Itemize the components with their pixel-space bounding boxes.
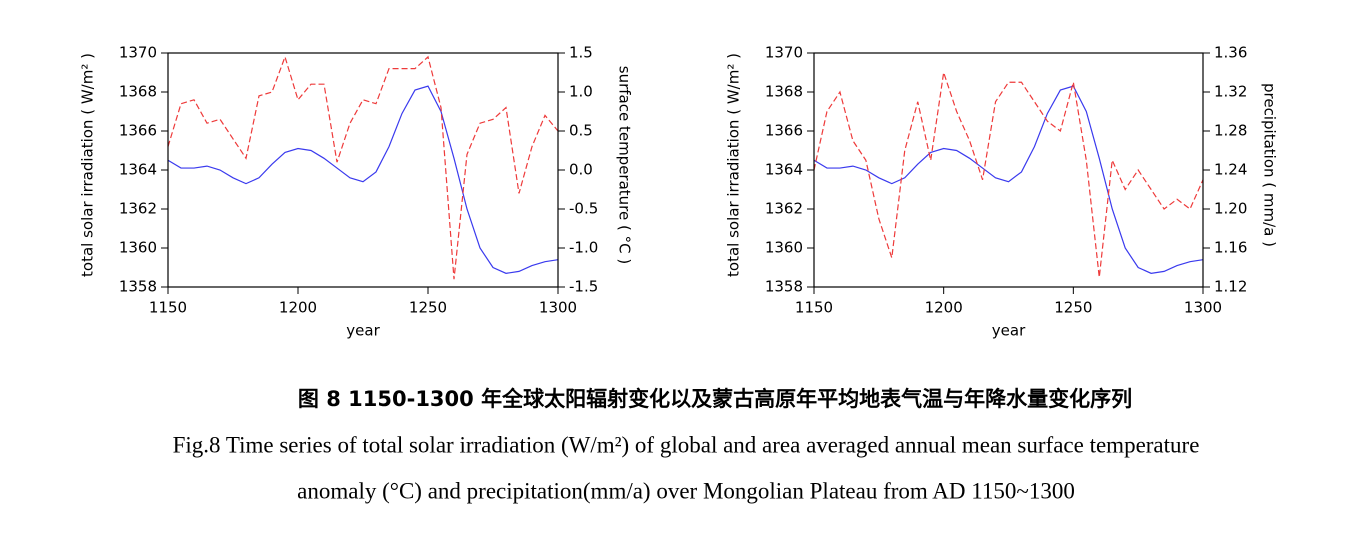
y2-tick-label: 0.5	[569, 122, 593, 140]
x-tick-label: 1150	[149, 299, 187, 317]
y-tick-label: 1360	[765, 239, 803, 257]
y2-tick-label: 1.0	[569, 83, 593, 101]
plot-frame	[167, 52, 559, 288]
x-tick-label: 1300	[1184, 299, 1222, 317]
x-tick-label: 1300	[539, 299, 577, 317]
y2-axis-label: surface temperature ( °C )	[616, 66, 634, 264]
x-axis-label: year	[992, 322, 1026, 340]
y2-tick-label: 1.32	[1214, 83, 1247, 101]
x-axis-label: year	[346, 322, 380, 340]
y-tick-label: 1370	[119, 44, 157, 62]
plot-frame	[813, 52, 1204, 288]
y2-tick-label: 1.12	[1214, 278, 1247, 296]
y-tick-label: 1366	[119, 122, 157, 140]
x-tick-label: 1250	[409, 299, 447, 317]
y2-tick-label: 0.0	[569, 161, 593, 179]
x-tick-label: 1200	[925, 299, 963, 317]
y2-tick-label: 1.5	[569, 44, 593, 62]
y2-axis-label: precipitation ( mm/a )	[1261, 83, 1279, 247]
y-tick-label: 1362	[119, 200, 157, 218]
y-axis-label: total solar irradiation ( W/m² )	[79, 53, 97, 277]
y-tick-label: 1364	[119, 161, 157, 179]
y2-tick-label: 1.28	[1214, 122, 1247, 140]
y-tick-label: 1368	[765, 83, 803, 101]
y2-tick-label: -0.5	[569, 200, 598, 218]
caption-en: Fig.8 Time series of total solar irradia…	[173, 432, 1200, 457]
data-line	[813, 85, 1204, 274]
y-tick-label: 1358	[765, 278, 803, 296]
y-axis-label: total solar irradiation ( W/m² )	[725, 53, 743, 277]
y2-tick-label: 1.24	[1214, 161, 1247, 179]
y-tick-label: 1368	[119, 83, 157, 101]
data-line	[167, 85, 559, 274]
y2-tick-label: -1.0	[569, 239, 598, 257]
y-tick-label: 1364	[765, 161, 803, 179]
data-line	[813, 72, 1204, 278]
x-tick-label: 1250	[1054, 299, 1092, 317]
y2-tick-label: 1.20	[1214, 200, 1247, 218]
y-tick-label: 1358	[119, 278, 157, 296]
y-tick-label: 1370	[765, 44, 803, 62]
x-tick-label: 1200	[279, 299, 317, 317]
y-tick-label: 1366	[765, 122, 803, 140]
caption-zh: 图 8 1150-1300 年全球太阳辐射变化以及蒙古高原年平均地表气温与年降水…	[298, 387, 1132, 411]
data-line	[167, 55, 559, 280]
y-tick-label: 1362	[765, 200, 803, 218]
x-tick-label: 1150	[795, 299, 833, 317]
y2-tick-label: -1.5	[569, 278, 598, 296]
y-tick-label: 1360	[119, 239, 157, 257]
caption-en: anomaly (°C) and precipitation(mm/a) ove…	[297, 478, 1075, 503]
y2-tick-label: 1.36	[1214, 44, 1247, 62]
y2-tick-label: 1.16	[1214, 239, 1247, 257]
